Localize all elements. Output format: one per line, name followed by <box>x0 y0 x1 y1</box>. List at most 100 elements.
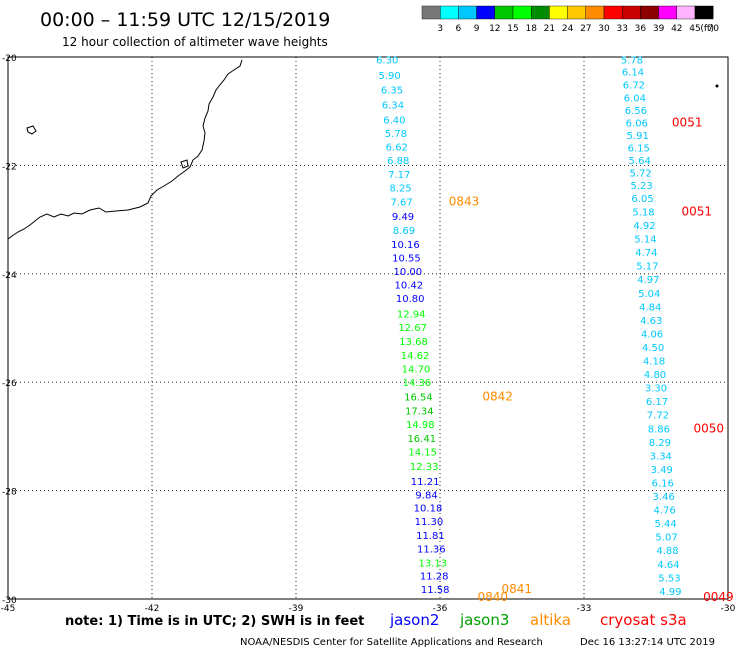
color-scale-label: 45 <box>689 24 700 34</box>
wave-height-value: 3.46 <box>653 492 675 503</box>
wave-height-value: 14.70 <box>402 365 431 376</box>
color-scale-swatch <box>694 5 714 20</box>
color-scale-swatch <box>640 5 659 20</box>
color-scale-swatch <box>494 5 514 20</box>
wave-height-value: 5.64 <box>629 156 651 167</box>
color-scale-swatch <box>512 5 532 20</box>
wave-height-value: 9.84 <box>415 490 437 501</box>
wave-height-value: 6.34 <box>382 101 404 112</box>
pass-time-tag: 0051 <box>672 116 703 130</box>
satellite-legend-item: jason2 <box>389 611 439 629</box>
wave-height-value: 12.33 <box>410 462 439 473</box>
wave-height-value: 10.00 <box>394 267 423 278</box>
wave-height-value: 5.14 <box>634 235 656 246</box>
wave-height-value: 11.81 <box>416 531 445 542</box>
map-dot <box>715 84 719 88</box>
wave-height-value: 6.14 <box>622 68 644 79</box>
pass-time-tag: 0841 <box>502 582 533 596</box>
x-tick-label: -39 <box>289 604 304 614</box>
wave-height-value: 6.06 <box>626 119 648 130</box>
chart-subtitle: 12 hour collection of altimeter wave hei… <box>62 35 328 49</box>
plot-area: -45 -42 -39 -36 -33 -30 -20 -22 -24 -26 -28 -30 6.3… <box>1 54 736 614</box>
pass-time-tag: 0051 <box>682 204 713 218</box>
wave-height-value: 8.69 <box>393 226 415 237</box>
color-scale-swatch <box>676 5 696 20</box>
pass-time-tag: 0050 <box>694 421 725 435</box>
color-scale-swatch <box>531 5 550 20</box>
wave-height-value: 5.17 <box>636 262 658 273</box>
x-tick-label: -36 <box>433 604 448 614</box>
wave-height-value: 10.80 <box>396 294 425 305</box>
color-scale-label: 42 <box>671 24 682 34</box>
wave-height-value: 11.30 <box>415 517 444 528</box>
color-scale-label: 36 <box>635 24 647 34</box>
wave-height-value: 5.04 <box>638 289 660 300</box>
chart-title: 00:00 – 11:59 UTC 12/15/2019 <box>40 9 330 31</box>
coastline-island <box>180 159 189 169</box>
wave-height-value: 6.35 <box>381 86 403 97</box>
coastline-island <box>26 125 37 135</box>
wave-height-value: 6.04 <box>624 94 646 105</box>
wave-height-value: 14.98 <box>406 420 435 431</box>
satellite-legend: jason2 jason3 altika cryosat s3a <box>389 611 687 629</box>
wave-height-value: 5.91 <box>627 131 649 142</box>
wave-height-value: 5.78 <box>385 129 407 140</box>
color-scale-label: 3 <box>437 24 443 34</box>
color-scale-swatch <box>658 5 677 20</box>
wave-height-value: 8.86 <box>648 424 670 435</box>
wave-height-value: 10.18 <box>414 503 443 514</box>
wave-height-value: 5.07 <box>655 533 677 544</box>
wave-height-value: 6.62 <box>386 142 408 153</box>
satellite-legend-item: jason3 <box>459 611 509 629</box>
wave-height-value: 5.23 <box>630 181 652 192</box>
color-scale-swatch <box>567 5 586 20</box>
color-scale-swatch <box>458 5 477 20</box>
wave-height-value: 9.49 <box>392 212 414 223</box>
wave-height-value: 11.36 <box>417 545 446 556</box>
wave-height-value: 14.15 <box>408 448 437 459</box>
wave-height-value: 4.99 <box>659 587 681 598</box>
wave-height-value: 6.15 <box>628 144 650 155</box>
color-scale-label: 27 <box>580 24 591 34</box>
wave-height-value: 4.18 <box>643 357 665 368</box>
wave-height-value: 10.55 <box>392 254 421 265</box>
wave-height-value: 13.68 <box>399 337 428 348</box>
color-scale-swatch <box>585 5 605 20</box>
wave-height-value: 6.16 <box>652 478 674 489</box>
y-tick-label: -28 <box>2 488 17 498</box>
wave-height-value: 5.18 <box>632 207 654 218</box>
pass-time-tag: 0840 <box>478 590 509 604</box>
wave-height-value: 3.49 <box>651 465 673 476</box>
color-scale-label: 18 <box>525 24 537 34</box>
wave-height-value: 5.44 <box>654 519 676 530</box>
color-scale-label: 24 <box>562 24 574 34</box>
wave-height-value: 7.67 <box>390 198 412 209</box>
wave-height-value: 3.34 <box>650 451 672 462</box>
wave-height-value: 6.88 <box>387 156 409 167</box>
wave-height-value: 12.94 <box>397 309 426 320</box>
wave-height-value: 14.36 <box>403 378 432 389</box>
tick-labels: -45 -42 -39 -36 -33 -30 -20 -22 -24 -26 -28 -30 <box>1 54 736 614</box>
wave-height-value: 3.30 <box>645 384 667 395</box>
color-scale-label: 6 <box>456 24 462 34</box>
color-scale-label: 33 <box>616 24 627 34</box>
wave-height-value: 4.06 <box>641 329 663 340</box>
wave-height-value: 5.78 <box>621 56 643 67</box>
y-tick-label: -22 <box>2 162 17 172</box>
color-scale-label: 21 <box>544 24 555 34</box>
color-scale-swatch <box>421 5 441 20</box>
plot-frame <box>7 56 729 600</box>
wave-height-value: 5.90 <box>378 71 400 82</box>
color-scale-swatch <box>622 5 641 20</box>
wave-height-value: 11.28 <box>420 572 449 583</box>
wave-height-value: 16.54 <box>404 392 433 403</box>
coastline <box>7 59 243 240</box>
wave-height-value: 10.16 <box>391 240 420 251</box>
wave-height-value: 6.72 <box>623 81 645 92</box>
color-scale-label: 70 <box>707 24 719 34</box>
wave-height-value: 11.58 <box>421 585 450 596</box>
wave-height-value: 4.84 <box>639 302 661 313</box>
wave-height-value: 6.40 <box>383 115 405 126</box>
pass-time-tag: 0049 <box>703 590 734 604</box>
